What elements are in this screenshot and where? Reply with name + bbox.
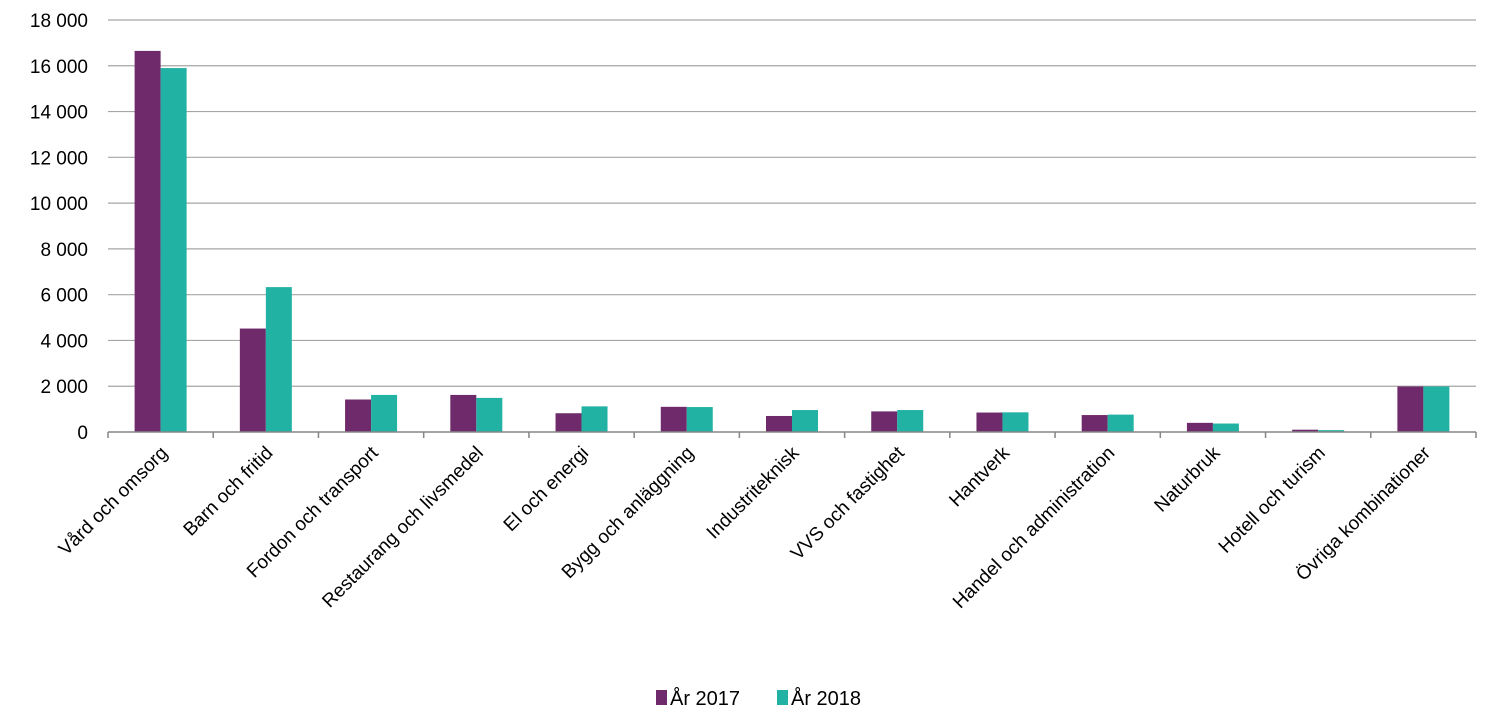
x-category-label: Barn och fritid bbox=[180, 443, 278, 541]
y-tick-label: 4 000 bbox=[40, 331, 88, 352]
bar-series-2 bbox=[1107, 414, 1134, 432]
legend-swatch-series-1 bbox=[656, 690, 667, 705]
bar-series-1 bbox=[1292, 429, 1319, 432]
bar-series-1 bbox=[871, 411, 898, 432]
bar-series-2 bbox=[792, 410, 818, 432]
bar-series-2 bbox=[371, 394, 398, 432]
x-category-label: Hotell och turism bbox=[1215, 443, 1330, 558]
y-tick-label: 2 000 bbox=[40, 377, 88, 398]
bar-series-1 bbox=[239, 328, 266, 432]
legend-label-series-1: År 2017 bbox=[670, 687, 740, 710]
bar-series-1 bbox=[976, 412, 1003, 432]
bar-series-1 bbox=[1186, 422, 1213, 432]
y-tick-label: 6 000 bbox=[40, 286, 88, 307]
legend-swatch-series-2 bbox=[777, 690, 788, 705]
x-category-label: Industriteknisk bbox=[703, 442, 804, 543]
bar-series-2 bbox=[476, 397, 503, 432]
bar-series-1 bbox=[1397, 386, 1424, 432]
bar-series-2 bbox=[1318, 430, 1345, 432]
bar-series-2 bbox=[1423, 386, 1450, 432]
bar-series-1 bbox=[1081, 415, 1108, 432]
bar-series-2 bbox=[1212, 423, 1239, 432]
bar-series-2 bbox=[265, 287, 292, 432]
bar-series-2 bbox=[581, 406, 608, 432]
bar-series-1 bbox=[345, 399, 372, 432]
legend-label-series-2: År 2018 bbox=[791, 687, 861, 710]
bar-series-1 bbox=[660, 406, 687, 432]
x-category-label: Vård och omsorg bbox=[55, 443, 172, 560]
bar-series-2 bbox=[686, 407, 713, 432]
y-axis-tick-labels: 0 2 000 4 000 6 000 8 000 10 000 12 000 14 000 1… bbox=[30, 11, 88, 444]
legend: År 2017 År 2018 bbox=[656, 687, 861, 710]
bar-series-1 bbox=[555, 413, 582, 432]
y-tick-label: 8 000 bbox=[40, 240, 88, 261]
y-tick-label: 18 000 bbox=[30, 11, 88, 32]
x-category-label: El och energi bbox=[500, 443, 593, 536]
bar-series-1 bbox=[134, 50, 161, 433]
bar-series-1 bbox=[766, 415, 792, 432]
x-axis-tick-marks bbox=[107, 432, 1477, 438]
y-tick-label: 14 000 bbox=[30, 103, 88, 124]
bar-series-2 bbox=[1002, 412, 1029, 432]
y-tick-label: 12 000 bbox=[30, 148, 88, 169]
gridlines bbox=[108, 19, 1476, 387]
y-tick-label: 0 bbox=[77, 423, 88, 444]
x-category-label: Hantverk bbox=[945, 442, 1014, 511]
bar-series-1 bbox=[450, 394, 477, 432]
y-tick-label: 10 000 bbox=[30, 194, 88, 215]
x-category-label: Naturbruk bbox=[1151, 442, 1225, 516]
bars bbox=[134, 50, 1450, 433]
x-category-label: VVS och fastighet bbox=[787, 442, 909, 564]
y-tick-label: 16 000 bbox=[30, 57, 88, 78]
bar-series-2 bbox=[897, 410, 924, 432]
bar-series-2 bbox=[160, 68, 187, 433]
